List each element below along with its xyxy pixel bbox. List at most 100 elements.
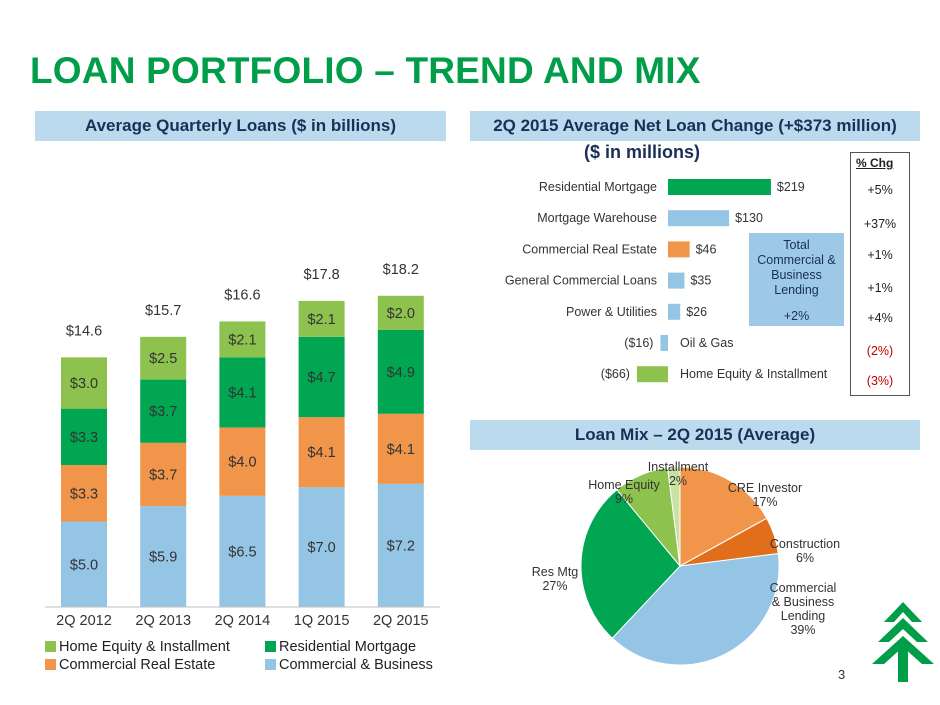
page-number: 3 — [838, 667, 846, 682]
hbar-category-label: Home Equity & Installment — [680, 367, 828, 381]
bar-label: $5.9 — [149, 550, 177, 566]
x-tick-label: 2Q 2013 — [135, 613, 191, 629]
hbar-general-commercial-loans — [668, 272, 685, 289]
bar-commercial-business-1q-2015 — [298, 487, 345, 607]
hbar-value-label: $35 — [690, 274, 711, 288]
hbar-category-label: Mortgage Warehouse — [537, 211, 657, 225]
pie-slice-installment — [667, 466, 681, 567]
pct-change-value: +37% — [863, 217, 897, 231]
total-label: $18.2 — [383, 262, 419, 278]
bar-residential-mortgage-2q-2015 — [377, 329, 424, 414]
legend-label: Residential Mortgage — [279, 639, 416, 655]
bar-commercial-real-estate-2q-2012 — [61, 465, 107, 522]
hbar-power-utilities — [668, 303, 681, 320]
net-change-chart: Residential Mortgage $219 Mortgage Warehou… — [505, 179, 828, 383]
bar-label: $3.7 — [149, 404, 177, 420]
bar-label: $5.0 — [70, 557, 98, 573]
bar-label: $2.5 — [149, 351, 177, 367]
pie-label: 39% — [790, 623, 815, 637]
bar-label: $7.2 — [387, 538, 415, 554]
total-label: $14.6 — [66, 323, 102, 339]
legend-swatch — [265, 641, 276, 652]
hbar-value-label: ($66) — [601, 367, 630, 381]
x-tick-label: 2Q 2015 — [373, 613, 429, 629]
hbar-home-equity-installment — [636, 366, 668, 383]
bar-home-equity-installment-2q-2015 — [377, 295, 424, 330]
net-change-header: 2Q 2015 Average Net Loan Change (+$373 m… — [470, 111, 920, 141]
net-change-subtitle: ($ in millions) — [584, 142, 701, 162]
legend-label: Home Equity & Installment — [59, 639, 230, 655]
bar-commercial-real-estate-2q-2015 — [377, 413, 424, 484]
bar-label: $4.9 — [387, 365, 415, 381]
bar-label: $4.0 — [228, 455, 256, 471]
bar-commercial-business-2q-2012 — [61, 521, 107, 607]
pct-change-header: % Chg — [856, 156, 894, 170]
legend-swatch — [45, 659, 56, 670]
total-commercial-pct: +2% — [783, 309, 810, 323]
bar-label: $3.0 — [70, 376, 98, 392]
bar-label: $4.1 — [307, 445, 335, 461]
bar-home-equity-installment-2q-2012 — [61, 357, 107, 409]
hbar-category-label: Oil & Gas — [680, 336, 734, 350]
pie-label: 2% — [669, 474, 687, 488]
hbar-oil-gas — [660, 335, 668, 351]
bar-label: $4.7 — [307, 370, 335, 386]
pie-label: Installment — [648, 460, 709, 474]
bank-tree-logo — [872, 602, 934, 682]
pie-label: Construction — [770, 537, 840, 551]
bar-commercial-business-2q-2014 — [219, 495, 266, 607]
total-label: $16.6 — [224, 287, 260, 303]
pct-change-value: +1% — [867, 281, 893, 295]
quarterly-loans-chart: $5.0 $3.3 $3.3 $3.0 $14.6 $5.9 $3.7 $3.7 $2.5 $15… — [45, 262, 440, 673]
hbar-residential-mortgage — [668, 179, 771, 195]
pie-label: Home Equity — [588, 478, 660, 492]
pie-label: & Business — [772, 595, 835, 609]
page-title: LOAN PORTFOLIO – TREND AND MIX — [30, 50, 701, 91]
pie-slice-cre-investor — [679, 466, 768, 567]
total-label: $17.8 — [303, 267, 339, 283]
total-label: $15.7 — [145, 303, 181, 319]
bar-commercial-real-estate-2q-2013 — [140, 442, 187, 507]
hbar-mortgage-warehouse — [668, 210, 730, 227]
pie-slice-res-mtg — [580, 489, 681, 639]
quarterly-loans-header: Average Quarterly Loans ($ in billions) — [35, 111, 446, 141]
pct-change-value: +4% — [867, 311, 893, 325]
pct-change-value: (2%) — [866, 344, 894, 358]
legend-label: Commercial & Business — [279, 657, 433, 673]
legend-swatch — [45, 641, 56, 652]
hbar-value-label: $130 — [735, 211, 763, 225]
bar-label: $6.5 — [228, 544, 256, 560]
total-commercial-box: Total Commercial & Business Lending — [749, 233, 844, 326]
bar-label: $3.3 — [70, 430, 98, 446]
pie-label: 17% — [752, 495, 777, 509]
bar-label: $2.1 — [307, 312, 335, 328]
hbar-category-label: General Commercial Loans — [505, 274, 657, 288]
pie-label: 9% — [615, 492, 633, 506]
hbar-value-label: $46 — [696, 242, 717, 256]
pie-label: Commercial — [770, 581, 837, 595]
bar-home-equity-installment-1q-2015 — [298, 300, 345, 337]
x-tick-label: 2Q 2014 — [215, 613, 271, 629]
legend-label: Commercial Real Estate — [59, 657, 215, 673]
total-commercial-label: Total Commercial & Business Lending — [757, 238, 836, 297]
bar-residential-mortgage-2q-2013 — [140, 379, 187, 443]
bar-residential-mortgage-2q-2012 — [61, 408, 107, 466]
bar-label: $4.1 — [387, 442, 415, 458]
bar-home-equity-installment-2q-2013 — [140, 336, 187, 380]
bar-label: $2.0 — [387, 306, 415, 322]
hbar-category-label: Power & Utilities — [566, 305, 657, 319]
bar-residential-mortgage-1q-2015 — [298, 336, 345, 418]
hbar-category-label: Residential Mortgage — [539, 180, 657, 194]
pct-change-value: (3%) — [866, 374, 894, 388]
hbar-value-label: ($16) — [624, 336, 653, 350]
x-tick-label: 1Q 2015 — [294, 613, 350, 629]
hbar-value-label: $219 — [777, 180, 805, 194]
pie-label: 27% — [542, 579, 567, 593]
bar-label: $3.3 — [70, 486, 98, 502]
pct-change-value: +1% — [867, 248, 893, 262]
pie-label: 6% — [796, 551, 814, 565]
hbar-category-label: Commercial Real Estate — [522, 242, 657, 256]
pie-label: Lending — [781, 609, 826, 623]
bar-commercial-real-estate-2q-2014 — [219, 427, 266, 496]
